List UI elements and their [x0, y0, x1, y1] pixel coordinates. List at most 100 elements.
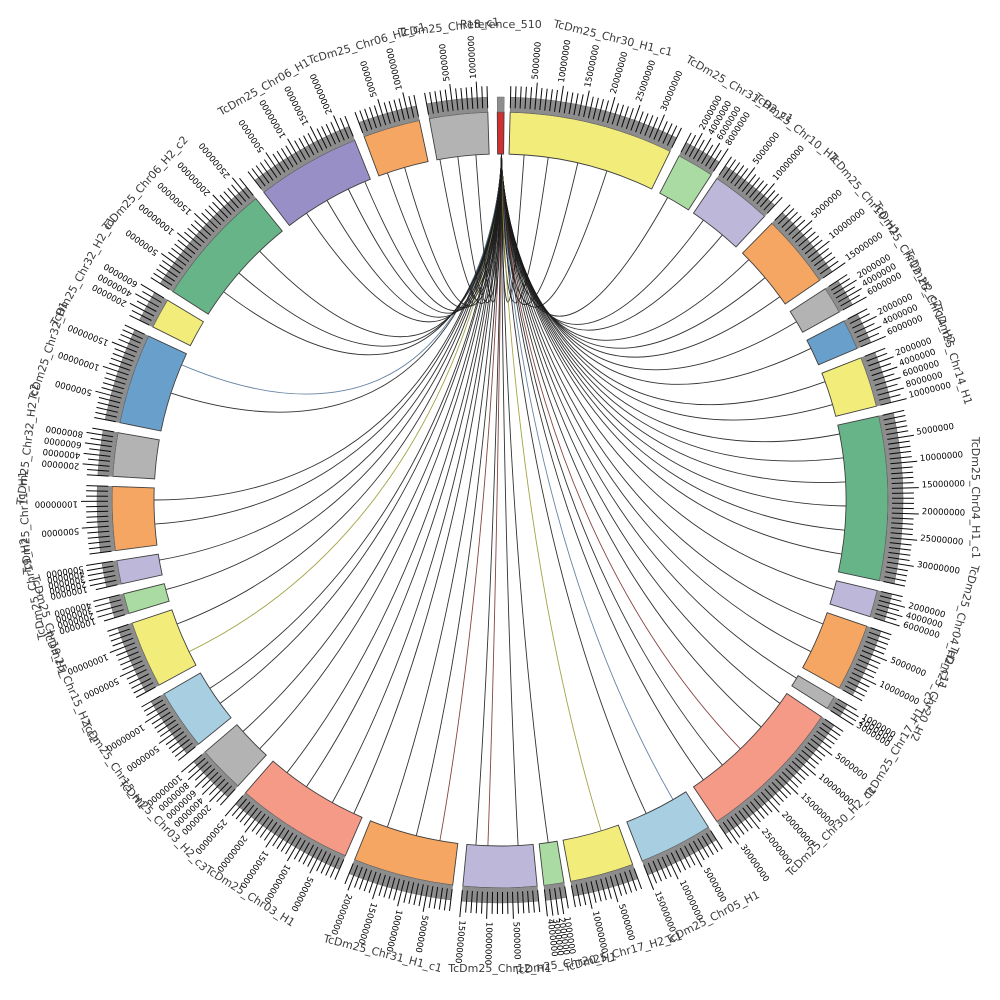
axis-tick — [309, 126, 323, 151]
axis-tick-label: 15000000 — [452, 920, 466, 964]
axis-tick — [429, 91, 434, 114]
axis-tick — [88, 575, 116, 582]
axis-tick — [734, 168, 749, 187]
axis-tick — [757, 795, 773, 813]
axis-tick — [201, 212, 218, 229]
axis-tick-label: 5000000 — [359, 59, 380, 98]
axis-tick — [339, 117, 350, 139]
axis-band — [878, 412, 904, 585]
chromosome-band — [837, 415, 889, 582]
axis-tick-label: 10000000 — [57, 349, 101, 372]
axis-tick — [861, 650, 888, 662]
axis-tick — [276, 150, 290, 170]
axis-tick — [842, 689, 863, 702]
axis-tick — [103, 614, 126, 622]
axis-tick — [433, 886, 439, 909]
axis-tick — [652, 860, 662, 882]
tick-labels-layer: 5000000 10000000 15000000 20000000 25000000 3… — [35, 35, 966, 965]
axis-tick — [842, 296, 867, 311]
axis-tick — [885, 425, 908, 431]
axis-tick — [722, 821, 740, 845]
axis-tick — [194, 220, 212, 236]
axis-tick — [817, 256, 836, 271]
axis-tick — [889, 547, 912, 551]
axis-tick — [671, 127, 682, 148]
axis-tick — [856, 325, 882, 338]
axis-tick — [95, 390, 122, 399]
axis-tick — [734, 813, 749, 832]
axis-tick — [118, 338, 139, 349]
axis-tick-label: 5000000 — [833, 752, 869, 783]
chromosome-band — [496, 111, 505, 155]
axis-tick — [208, 778, 226, 796]
segment-TcDm25_Chr15_H1 — [150, 672, 232, 754]
axis-tick — [144, 707, 169, 723]
axis-tick — [763, 193, 780, 211]
axis-tick — [470, 890, 473, 914]
axis-tick — [316, 851, 327, 872]
axis-tick — [354, 866, 363, 888]
axis-tick — [597, 98, 604, 121]
axis-tick — [866, 352, 888, 362]
axis-tick — [718, 156, 732, 176]
axis-tick — [434, 91, 439, 113]
axis-tick — [316, 128, 328, 149]
sector-names-layer: Reference_510 TcDm25_Chr30_H1_c1TcDm25_Ch… — [14, 15, 982, 977]
axis-tick — [600, 878, 607, 901]
axis-tick-label: 20000000 — [214, 833, 248, 873]
axis-tick — [647, 862, 658, 884]
alignment-link-curve — [404, 153, 502, 307]
axis-tick — [344, 863, 354, 885]
axis-tick-label: 5000000 — [810, 188, 845, 221]
axis-tick — [90, 437, 113, 443]
axis-tick — [890, 460, 918, 465]
axis-tick — [532, 890, 535, 913]
axis-tick — [666, 854, 679, 880]
axis-band — [96, 485, 116, 553]
axis-tick — [194, 764, 212, 781]
axis-tick — [853, 667, 875, 679]
axis-tick — [585, 882, 593, 909]
axis-tick — [801, 749, 819, 765]
axis-tick — [742, 807, 760, 830]
axis-tick — [544, 88, 548, 111]
axis-tick — [692, 840, 705, 861]
axis-tick — [692, 139, 705, 160]
axis-tick — [886, 561, 914, 567]
axis-tick-label: 5000000 — [413, 914, 430, 953]
axis-tick — [859, 654, 881, 665]
axis-tick — [96, 406, 119, 413]
axis-tick — [835, 286, 856, 299]
axis-tick — [259, 162, 274, 181]
axis-tick — [82, 463, 110, 467]
axis-tick — [161, 252, 184, 270]
axis-tick — [393, 878, 400, 901]
axis-tick — [697, 838, 710, 858]
axis-tick — [158, 727, 182, 744]
axis-tick — [537, 890, 541, 913]
axis-tick — [614, 874, 623, 896]
axis-tick-label: 25000000 — [920, 534, 964, 548]
axis-band — [235, 792, 346, 870]
chromosome-band — [112, 432, 160, 480]
axis-tick — [653, 114, 665, 140]
axis-tick — [549, 888, 554, 916]
axis-tick — [705, 142, 721, 167]
axis-band — [150, 693, 199, 754]
axis-tick-label: 10000000 — [66, 651, 110, 676]
axis-tick — [816, 730, 835, 745]
axis-tick — [580, 883, 587, 906]
axis-tick — [726, 162, 741, 181]
axis-tick — [276, 829, 290, 850]
alignment-link-curve — [501, 153, 812, 653]
axis-tick — [397, 879, 405, 907]
axis-tick — [522, 891, 525, 914]
axis-tick — [475, 81, 479, 109]
axis-tick — [855, 663, 877, 674]
axis-tick — [151, 711, 171, 725]
axis-tick — [722, 159, 737, 178]
axis-tick-label: 10000000 — [590, 910, 609, 954]
alignment-link-curve — [501, 153, 741, 750]
axis-tick-label: 15000000 — [156, 179, 194, 216]
axis-tick — [372, 873, 382, 900]
